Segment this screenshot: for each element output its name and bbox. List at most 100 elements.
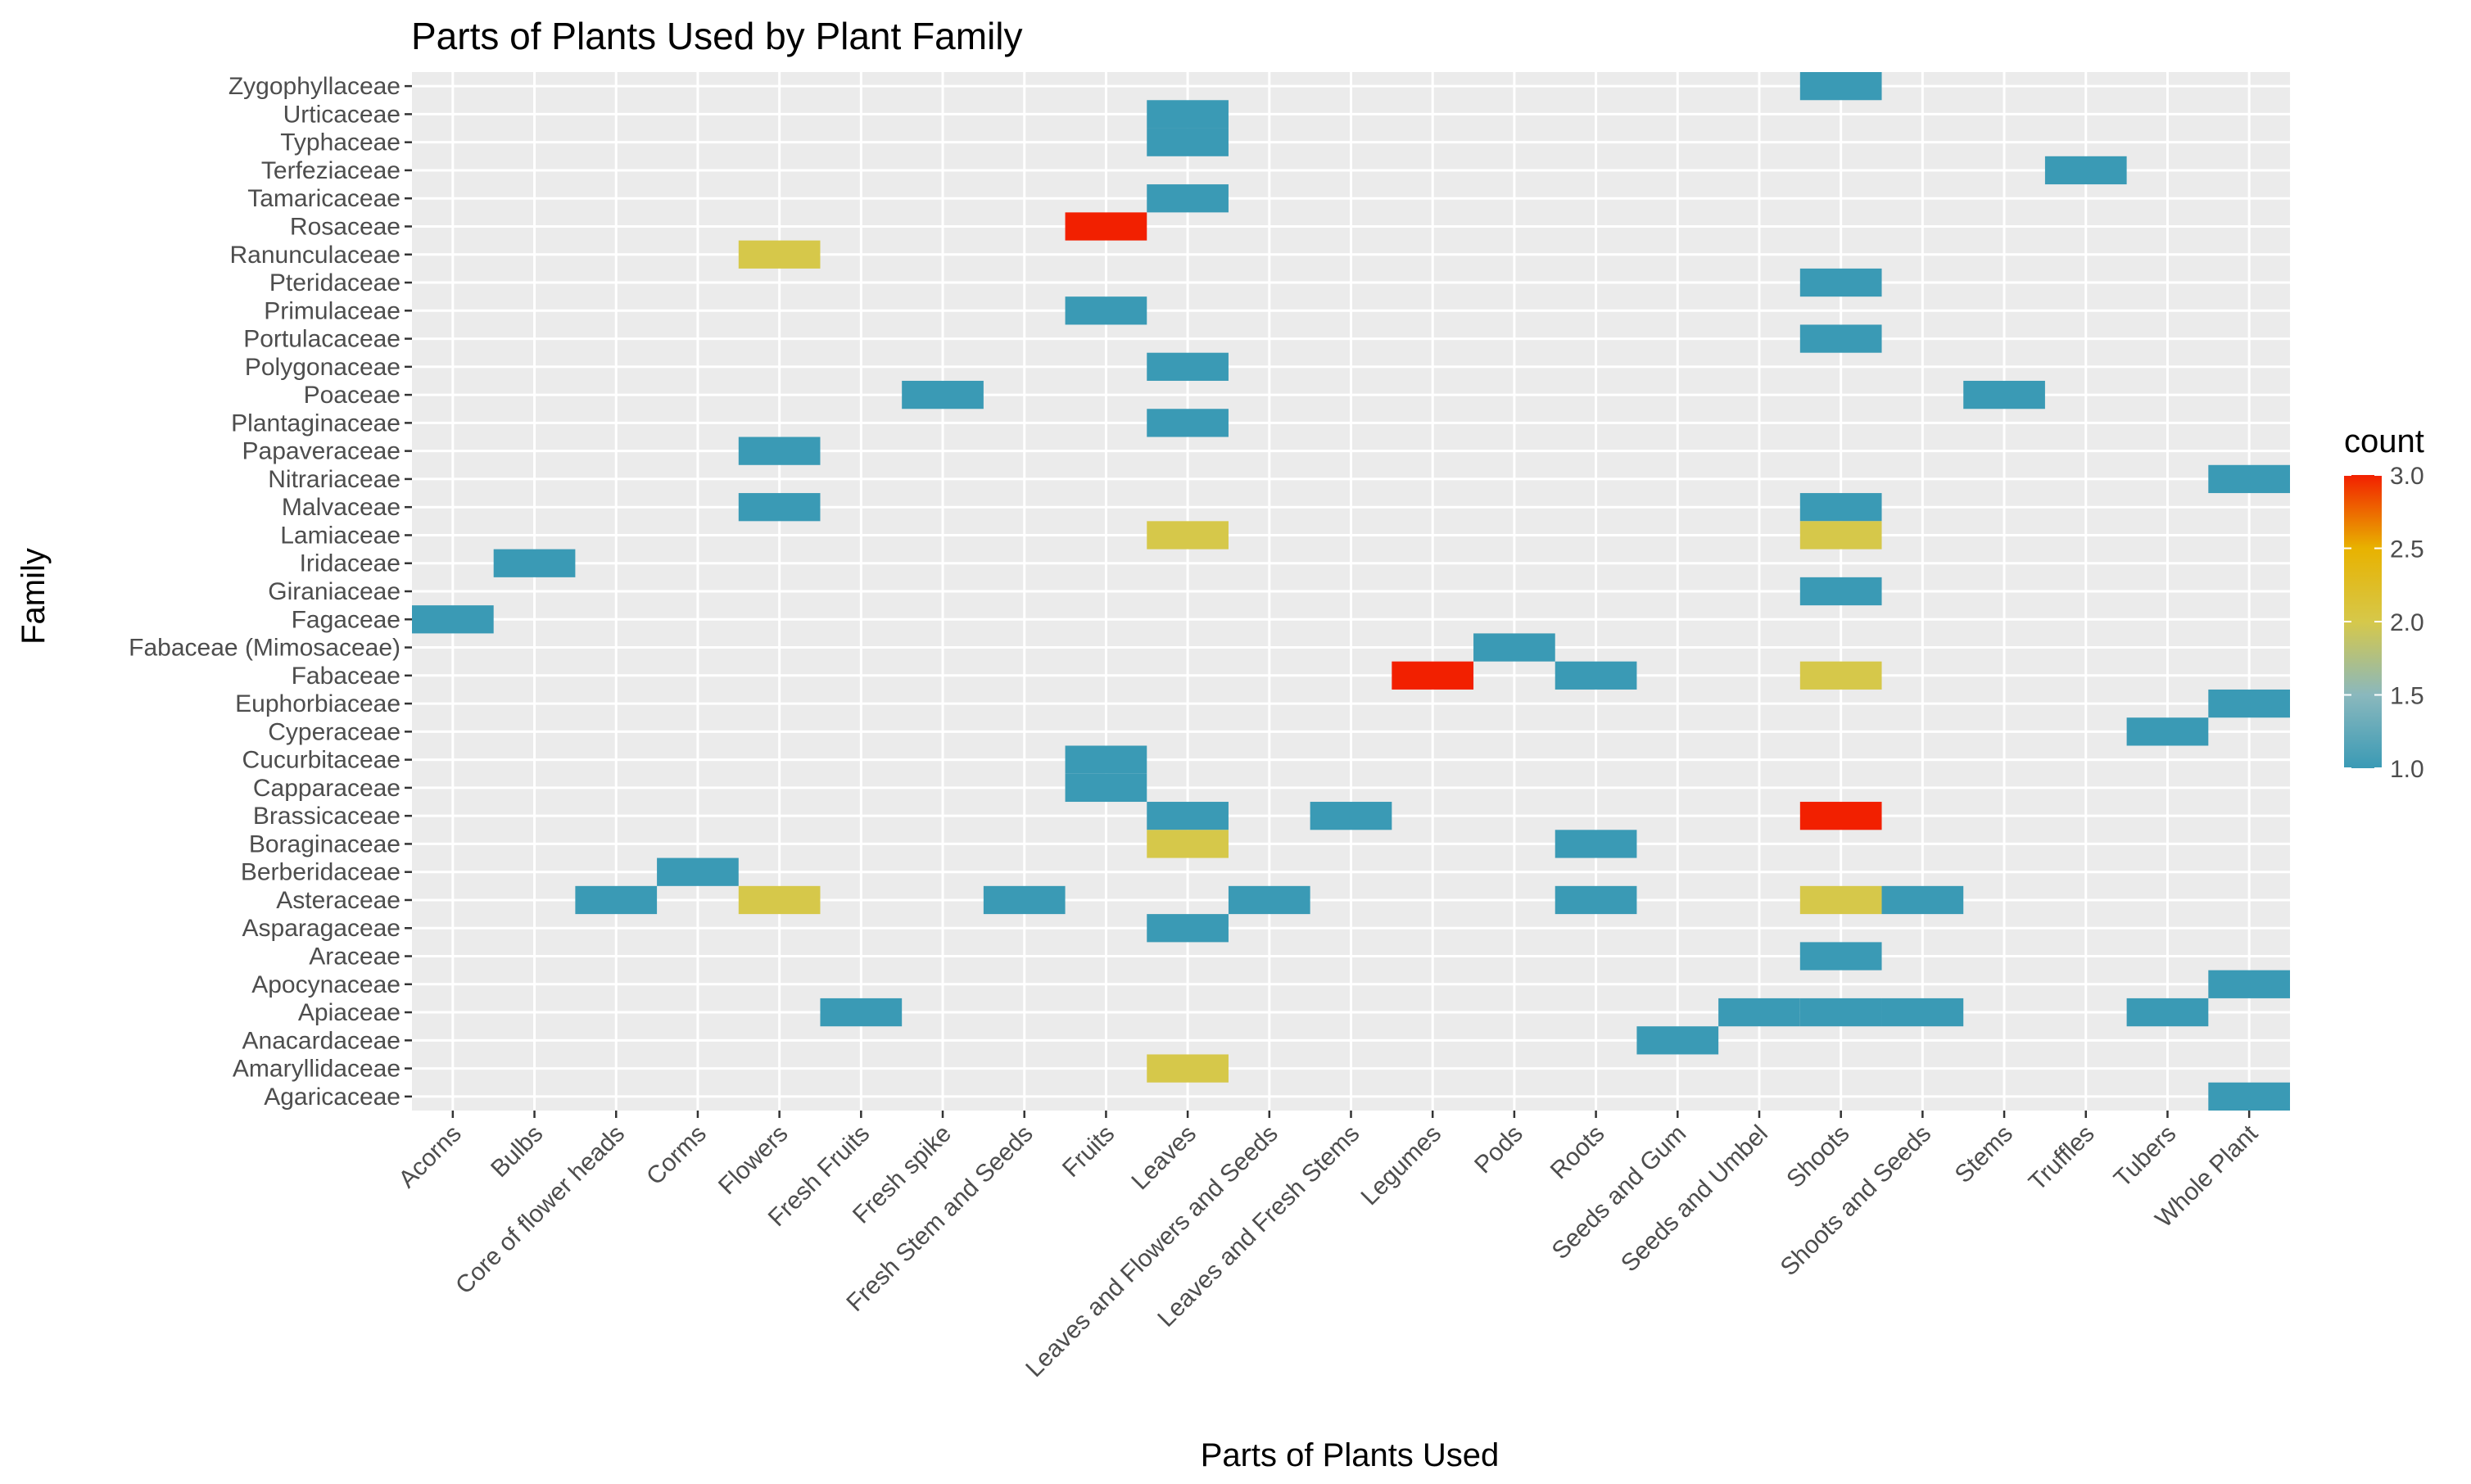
heatmap-cell	[1881, 998, 1964, 1027]
heatmap-cell	[1147, 184, 1229, 213]
y-tick-label: Fagaceae	[292, 606, 401, 633]
heatmap-cell	[1065, 745, 1147, 774]
heatmap-cell	[1555, 661, 1637, 690]
heatmap-cell	[1799, 493, 1882, 522]
y-tick-label: Zygophyllaceae	[229, 73, 401, 100]
heatmap-cell	[493, 549, 576, 577]
heatmap-cell	[1799, 324, 1882, 353]
heatmap-cell	[1147, 914, 1229, 943]
heatmap-cell	[412, 605, 494, 634]
heatmap-cell	[1147, 352, 1229, 381]
heatmap-cell	[1147, 1054, 1229, 1083]
y-tick-label: Berberidaceae	[241, 859, 401, 886]
heatmap-cell	[1799, 942, 1882, 970]
y-tick-label: Typhaceae	[280, 129, 401, 156]
y-tick-label: Asparagaceae	[242, 915, 401, 942]
heatmap-cell	[575, 885, 658, 915]
legend-tick-label: 3.0	[2390, 463, 2424, 490]
heatmap-cell	[2208, 1082, 2290, 1111]
heatmap-cell	[1392, 661, 1474, 690]
y-axis-ticks: AgaricaceaeAmaryllidaceaeAnacardaceaeApi…	[129, 73, 412, 1111]
y-tick-label: Apocynaceae	[251, 971, 401, 998]
heatmap-cell	[738, 493, 821, 522]
y-tick-label: Plantaginaceae	[231, 409, 401, 437]
heatmap-cell	[1799, 268, 1882, 297]
heatmap-cell	[1799, 661, 1882, 690]
y-tick-label: Araceae	[309, 943, 401, 970]
legend-tick-label: 2.5	[2390, 536, 2424, 563]
heatmap-cell	[738, 240, 821, 269]
heatmap-cell	[1881, 885, 1964, 915]
y-tick-label: Poaceae	[304, 382, 401, 409]
y-tick-label: Terfeziaceae	[261, 157, 401, 184]
heatmap-cell	[1555, 885, 1637, 915]
heatmap-cell	[1799, 577, 1882, 606]
heatmap-cell	[1799, 72, 1882, 101]
y-tick-label: Boraginaceae	[249, 830, 401, 857]
heatmap-cell	[1718, 998, 1800, 1027]
y-tick-label: Polygonaceae	[245, 354, 401, 381]
heatmap-cell	[1065, 212, 1147, 241]
legend-tick-label: 1.5	[2390, 683, 2424, 710]
y-tick-label: Portulacaceae	[243, 326, 401, 353]
y-tick-label: Nitrariaceae	[268, 466, 401, 493]
y-tick-label: Cucurbitaceae	[242, 747, 401, 774]
heatmap-cell	[1555, 830, 1637, 858]
heatmap-cell	[1228, 885, 1310, 915]
y-tick-label: Iridaceae	[300, 550, 401, 577]
y-tick-label: Apiaceae	[298, 999, 401, 1026]
heatmap-cell	[983, 885, 1066, 915]
heatmap-cell	[2208, 970, 2290, 998]
legend-tick-label: 2.0	[2390, 609, 2424, 636]
heatmap-cell	[1065, 296, 1147, 325]
y-tick-label: Anacardaceae	[242, 1027, 401, 1054]
heatmap-cell	[820, 998, 903, 1027]
legend-tick-label: 1.0	[2390, 756, 2424, 783]
heatmap-cell	[1799, 521, 1882, 550]
heatmap-cell	[738, 885, 821, 915]
heatmap-cell	[1147, 409, 1229, 437]
heatmap-cell	[1065, 773, 1147, 803]
heatmap-cell	[1147, 100, 1229, 129]
heatmap-cells	[412, 72, 2290, 1111]
heatmap-cell	[1963, 380, 2045, 409]
heatmap-cell	[2126, 717, 2209, 746]
heatmap-cell	[2208, 464, 2290, 494]
heatmap-cell	[1799, 885, 1882, 915]
y-axis-title: Family	[16, 548, 52, 645]
y-tick-label: Fabaceae	[292, 663, 401, 690]
y-tick-label: Giraniaceae	[268, 578, 401, 605]
heatmap-cell	[738, 437, 821, 465]
y-tick-label: Capparaceae	[253, 775, 401, 802]
legend-title: count	[2344, 423, 2424, 459]
heatmap-cell	[2044, 156, 2127, 185]
heatmap-cell	[1799, 802, 1882, 830]
y-tick-label: Ranunculaceae	[230, 242, 401, 269]
y-tick-label: Primulaceae	[264, 297, 401, 324]
y-tick-label: Agaricaceae	[264, 1084, 401, 1111]
y-tick-label: Asteraceae	[276, 887, 401, 914]
y-tick-label: Urticaceae	[283, 101, 401, 128]
heatmap-cell	[1310, 802, 1392, 830]
heatmap-cell	[1799, 998, 1882, 1027]
y-tick-label: Rosaceae	[290, 213, 401, 240]
grid-lines	[412, 72, 2290, 1111]
y-tick-label: Euphorbiaceae	[235, 690, 401, 717]
heatmap-cell	[1147, 521, 1229, 550]
y-tick-label: Fabaceae (Mimosaceae)	[129, 635, 401, 662]
heatmap-cell	[2126, 998, 2209, 1027]
heatmap-cell	[1473, 633, 1555, 662]
y-tick-label: Brassicaceae	[253, 803, 401, 830]
heatmap-cell	[902, 380, 984, 409]
y-tick-label: Amaryllidaceae	[233, 1056, 401, 1083]
heatmap-cell	[1636, 1026, 1719, 1055]
x-axis-title: Parts of Plants Used	[1201, 1437, 1500, 1473]
y-tick-label: Lamiaceae	[280, 522, 401, 549]
legend-ticks: 1.0 1.5 2.0 2.5 3.0	[2344, 463, 2424, 783]
heatmap-cell	[657, 857, 739, 886]
heatmap-cell	[1147, 802, 1229, 830]
legend: count 1.0 1.5 2.0 2.5 3.0	[2344, 423, 2424, 783]
heatmap-cell	[2208, 689, 2290, 718]
heatmap-cell	[1147, 128, 1229, 156]
